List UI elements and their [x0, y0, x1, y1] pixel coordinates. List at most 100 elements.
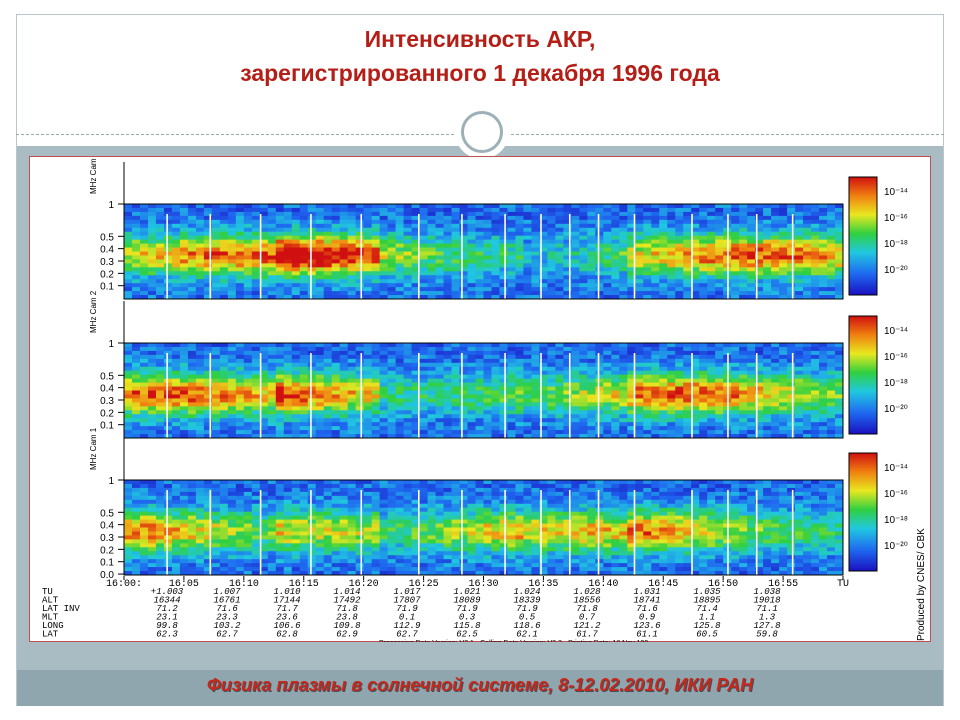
spectrogram-cell — [563, 291, 572, 296]
spectrogram-cell — [763, 219, 772, 225]
spectrogram-cell — [139, 402, 149, 407]
spectrogram-cell — [307, 343, 317, 348]
spectrogram-cell — [331, 382, 341, 387]
spectrogram-cell — [579, 275, 588, 280]
spectrogram-cell — [739, 243, 748, 248]
spectrogram-cell — [811, 227, 820, 233]
spectrogram-cell — [147, 571, 157, 576]
spectrogram-cell — [219, 350, 229, 356]
spectrogram-cell — [403, 382, 412, 387]
spectrogram-cell — [659, 219, 668, 225]
spectrogram-cell — [411, 430, 420, 435]
spectrogram-cell — [523, 247, 532, 252]
spectrogram-cell — [563, 295, 572, 300]
spectrogram-cell — [619, 406, 628, 411]
spectrogram-cell — [811, 422, 820, 427]
spectrogram-cell — [539, 211, 548, 217]
spectrogram-cell — [595, 231, 604, 237]
spectrogram-cell — [595, 386, 604, 391]
spectrogram-cell — [491, 434, 500, 439]
spectrogram-cell — [507, 287, 516, 292]
spectrogram-cell — [227, 499, 237, 505]
spectrogram-cell — [291, 267, 301, 272]
spectrogram-cell — [547, 291, 556, 296]
spectrogram-cell — [171, 243, 181, 248]
spectrogram-cell — [491, 386, 500, 391]
spectrogram-cell — [547, 275, 556, 280]
spectrogram-cell — [451, 370, 460, 376]
spectrogram-cell — [395, 259, 405, 264]
spectrogram-cell — [755, 207, 764, 213]
spectrogram-cell — [819, 247, 828, 252]
spectrogram-cell — [675, 366, 684, 372]
spectrogram-cell — [283, 515, 293, 520]
spectrogram-cell — [411, 235, 420, 241]
spectrogram-cell — [387, 291, 397, 296]
spectrogram-cell — [155, 386, 165, 391]
spectrogram-cell — [163, 287, 173, 292]
spectrogram-cell — [803, 295, 812, 300]
spectrogram-cell — [435, 243, 444, 248]
spectrogram-cell — [323, 279, 333, 284]
spectrogram-cell — [699, 287, 708, 292]
spectrogram-cell — [427, 374, 436, 380]
spectrogram-cell — [179, 231, 189, 237]
spectrogram-cell — [299, 523, 309, 528]
spectrogram-cell — [539, 263, 548, 268]
spectrogram-cell — [155, 507, 165, 513]
spectrogram-cell — [299, 354, 309, 360]
spectrogram-cell — [811, 394, 820, 399]
spectrogram-cell — [595, 366, 604, 372]
spectrogram-cell — [715, 426, 724, 431]
spectrogram-cell — [419, 402, 428, 407]
spectrogram-cell — [811, 267, 820, 272]
spectrogram-cell — [683, 215, 692, 221]
spectrogram-cell — [763, 251, 772, 256]
spectrogram-cell — [795, 247, 804, 252]
spectrogram-cell — [203, 370, 213, 376]
spectrogram-cell — [227, 487, 237, 493]
spectrogram-cell — [147, 410, 157, 415]
spectrogram-cell — [603, 211, 612, 217]
spectrogram-cell — [427, 211, 436, 217]
spectrogram-cell — [179, 410, 189, 415]
spectrogram-cell — [779, 378, 788, 383]
spectrogram-cell — [395, 219, 405, 225]
spectrogram-cell — [515, 414, 524, 419]
spectrogram-cell — [243, 211, 253, 217]
spectrogram-cell — [355, 354, 365, 360]
spectrogram-cell — [259, 523, 269, 528]
spectrogram-cell — [171, 255, 181, 260]
spectrogram-cell — [371, 231, 381, 237]
spectrogram-cell — [827, 386, 836, 391]
spectrogram-cell — [755, 362, 764, 368]
spectrogram-cell — [755, 434, 764, 439]
spectrogram-cell — [355, 418, 365, 423]
spectrogram-cell — [419, 406, 428, 411]
spectrogram-cell — [291, 243, 301, 248]
spectrogram-cell — [179, 418, 189, 423]
spectrogram-cell — [227, 555, 237, 560]
spectrogram-cell — [163, 279, 173, 284]
spectrogram-cell — [835, 287, 844, 292]
spectrogram-cell — [499, 219, 508, 225]
spectrogram-cell — [315, 422, 325, 427]
spectrogram-cell — [411, 426, 420, 431]
spectrogram-cell — [307, 267, 317, 272]
spectrogram-cell — [691, 259, 700, 264]
spectrogram-cell — [579, 430, 588, 435]
spectrogram-cell — [395, 382, 405, 387]
spectrogram-cell — [667, 406, 676, 411]
spectrogram-cell — [475, 343, 484, 348]
spectrogram-cell — [219, 547, 229, 552]
spectrogram-cell — [243, 287, 253, 292]
spectrogram-cell — [259, 366, 269, 372]
spectrogram-cell — [283, 543, 293, 548]
spectrogram-cell — [603, 219, 612, 225]
spectrogram-cell — [124, 295, 133, 300]
spectrogram-cell — [363, 370, 373, 376]
spectrogram-cell — [731, 291, 740, 296]
spectrogram-cell — [483, 259, 492, 264]
spectrogram-cell — [731, 343, 740, 348]
spectrogram-cell — [547, 255, 556, 260]
